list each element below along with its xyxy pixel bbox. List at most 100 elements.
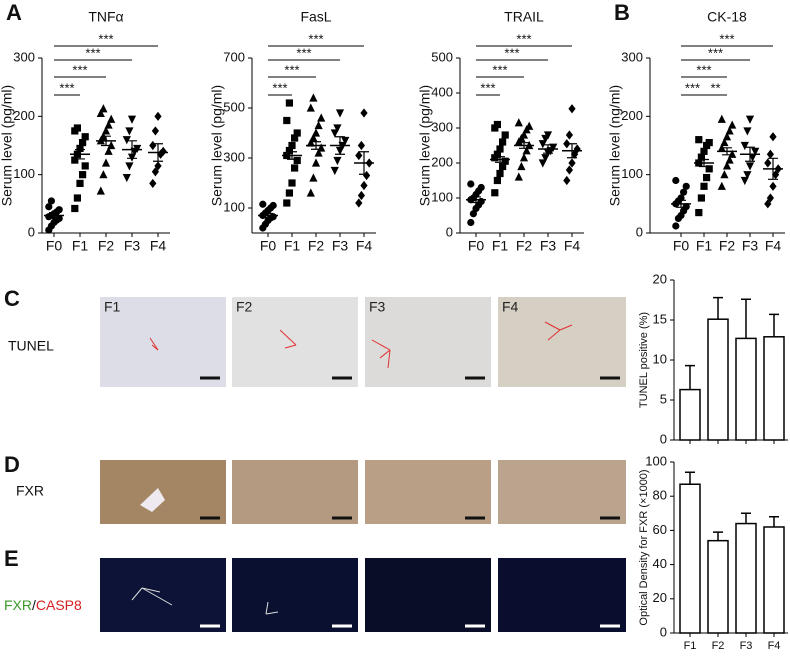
point bbox=[467, 218, 475, 227]
y-tick-label: 100 bbox=[621, 166, 643, 181]
point bbox=[360, 108, 368, 118]
y-axis-label: TUNEL positive (%) bbox=[638, 312, 650, 408]
point bbox=[71, 156, 79, 164]
point bbox=[703, 173, 711, 182]
micrograph bbox=[100, 558, 226, 632]
significance-label: *** bbox=[516, 31, 531, 46]
bar bbox=[763, 526, 785, 634]
point bbox=[563, 175, 571, 186]
row-label: FXR bbox=[16, 483, 44, 499]
point bbox=[55, 206, 63, 214]
x-tick-label: F0 bbox=[468, 238, 485, 254]
bar bbox=[735, 337, 757, 441]
error-bar bbox=[685, 364, 695, 390]
point bbox=[293, 156, 301, 165]
y-tick-label: 300 bbox=[431, 119, 453, 134]
point bbox=[541, 154, 550, 163]
x-tick-label: F3 bbox=[124, 238, 141, 254]
y-tick-label: 40 bbox=[653, 556, 667, 571]
point bbox=[149, 140, 157, 151]
point bbox=[499, 138, 507, 146]
sem-bar bbox=[471, 196, 481, 204]
point bbox=[568, 104, 576, 114]
point bbox=[499, 162, 507, 171]
point bbox=[722, 161, 732, 170]
point bbox=[357, 140, 365, 151]
point bbox=[360, 180, 368, 191]
chart-title: TRAIL bbox=[504, 9, 544, 25]
point bbox=[563, 139, 571, 149]
point bbox=[81, 162, 89, 170]
sem-bar bbox=[495, 156, 505, 163]
y-tick-label: 200 bbox=[621, 108, 643, 123]
point bbox=[568, 158, 576, 168]
point bbox=[491, 189, 499, 197]
y-tick-label: 80 bbox=[653, 488, 667, 503]
point bbox=[501, 157, 509, 165]
point bbox=[288, 141, 296, 150]
y-tick-label: 500 bbox=[431, 49, 453, 64]
bar bbox=[707, 539, 729, 634]
point bbox=[79, 138, 87, 147]
sem-bar bbox=[153, 143, 163, 162]
point bbox=[745, 115, 755, 124]
point bbox=[522, 146, 531, 155]
row-label: TUNEL bbox=[8, 338, 54, 354]
point bbox=[317, 113, 326, 122]
sem-bar bbox=[263, 212, 273, 219]
point bbox=[769, 181, 777, 191]
y-tick-label: 300 bbox=[13, 49, 35, 64]
significance-label: *** bbox=[492, 62, 507, 77]
point bbox=[55, 214, 63, 223]
sem-bar bbox=[676, 199, 686, 208]
error-bar bbox=[769, 313, 779, 337]
significance-label: *** bbox=[308, 31, 323, 46]
point bbox=[717, 181, 726, 190]
sem-bar bbox=[49, 211, 59, 220]
point bbox=[107, 114, 116, 123]
sem-bar bbox=[127, 140, 137, 159]
point bbox=[99, 170, 108, 179]
x-tick-label: F0 bbox=[673, 238, 690, 254]
x-tick-label: F3 bbox=[540, 238, 557, 254]
point bbox=[477, 197, 485, 206]
arrows bbox=[149, 321, 573, 369]
micrograph bbox=[365, 297, 491, 387]
point bbox=[159, 146, 167, 156]
y-tick-label: 300 bbox=[621, 49, 643, 64]
sem-bar bbox=[311, 141, 321, 150]
point bbox=[514, 172, 523, 181]
point bbox=[293, 129, 301, 137]
point bbox=[722, 132, 732, 141]
y-tick-label: 100 bbox=[431, 189, 453, 204]
point bbox=[330, 166, 339, 176]
point bbox=[743, 127, 752, 136]
point bbox=[517, 161, 526, 171]
point bbox=[101, 126, 111, 135]
point bbox=[725, 126, 734, 135]
point bbox=[76, 144, 84, 153]
point bbox=[101, 158, 111, 167]
point bbox=[680, 188, 688, 196]
sem-bar bbox=[519, 142, 529, 149]
point bbox=[107, 140, 116, 150]
micrograph bbox=[498, 460, 626, 524]
point bbox=[743, 171, 752, 180]
sem-bar bbox=[101, 135, 111, 147]
point bbox=[695, 208, 703, 217]
point bbox=[306, 138, 315, 147]
point bbox=[314, 148, 323, 157]
micrograph bbox=[232, 558, 358, 632]
significance-label: *** bbox=[98, 31, 113, 46]
y-tick-label: 200 bbox=[431, 154, 453, 169]
point bbox=[720, 137, 729, 147]
point bbox=[47, 197, 56, 205]
point bbox=[740, 141, 749, 151]
x-tick-label: F4 bbox=[356, 238, 373, 254]
error-bar bbox=[713, 296, 723, 320]
point bbox=[154, 161, 162, 171]
x-tick-label: F1 bbox=[684, 640, 697, 652]
point bbox=[477, 183, 485, 192]
vessel bbox=[140, 488, 165, 512]
